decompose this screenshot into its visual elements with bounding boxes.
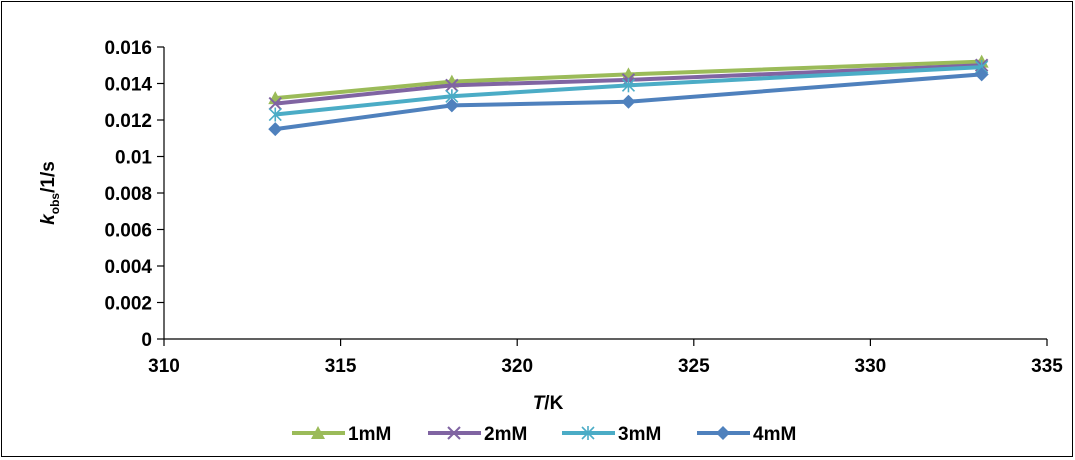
data-point — [445, 78, 459, 93]
x-axis-title-unit: /K — [544, 393, 563, 414]
x-axis-title-italic: T — [533, 393, 546, 414]
marker-stroke — [447, 426, 461, 440]
legend-marker — [311, 426, 325, 439]
legend-label: 2mM — [484, 424, 527, 445]
y-axis-title-subscript: obs — [48, 193, 62, 215]
y-tick-label: 0.016 — [104, 38, 152, 59]
x-tick-label: 330 — [855, 356, 887, 377]
x-tick-label: 320 — [501, 356, 533, 377]
marker-stroke — [445, 78, 459, 93]
axes: 0 0.002 0.004 0.006 0.008 0.01 0.012 0.014 0.016… — [104, 38, 1063, 377]
y-tick-label: 0.008 — [104, 184, 152, 205]
legend-item-2mM: 2mM — [428, 424, 527, 445]
series-3mM — [268, 60, 989, 122]
legend: 1mM 2mM 3mM 4mM — [292, 424, 796, 445]
data-point — [268, 96, 282, 111]
data-point — [268, 122, 283, 137]
legend-label: 4mM — [753, 424, 796, 445]
x-tick-label: 325 — [678, 356, 710, 377]
x-axis-title: T/K — [533, 393, 564, 414]
y-tick-label: 0 — [141, 330, 152, 351]
y-tick-label: 0.01 — [115, 148, 152, 169]
series-layer — [268, 54, 989, 137]
legend-marker — [447, 426, 461, 440]
series-line — [274, 72, 982, 132]
series-line — [275, 65, 982, 117]
legend-marker — [716, 426, 730, 440]
x-tick-label: 310 — [148, 356, 180, 377]
data-point — [444, 98, 459, 113]
x-tick-label: 335 — [1031, 356, 1063, 377]
y-tick-label: 0.014 — [104, 75, 152, 96]
legend-item-3mM: 3mM — [562, 424, 661, 445]
data-point — [621, 94, 636, 109]
y-tick-label: 0.006 — [104, 221, 152, 242]
data-point — [268, 107, 282, 122]
legend-item-4mM: 4mM — [697, 424, 796, 445]
x-tick-label: 315 — [325, 356, 357, 377]
y-tick-label: 0.004 — [104, 257, 152, 278]
legend-item-1mM: 1mM — [292, 424, 391, 445]
legend-label: 1mM — [348, 424, 391, 445]
marker-stroke — [268, 96, 282, 111]
legend-marker — [581, 426, 595, 440]
data-point — [974, 67, 989, 82]
y-tick-label: 0.002 — [104, 294, 152, 315]
y-axis-title-unit: /1/s — [38, 161, 59, 193]
series-4mM — [268, 67, 989, 137]
series-line — [275, 63, 982, 106]
y-axis-title: kobs/1/s — [38, 161, 62, 225]
y-tick-label: 0.012 — [104, 111, 152, 132]
y-axis-title-italic: k — [38, 213, 59, 225]
data-point — [621, 78, 636, 93]
legend-label: 3mM — [618, 424, 661, 445]
series-line — [275, 59, 982, 101]
